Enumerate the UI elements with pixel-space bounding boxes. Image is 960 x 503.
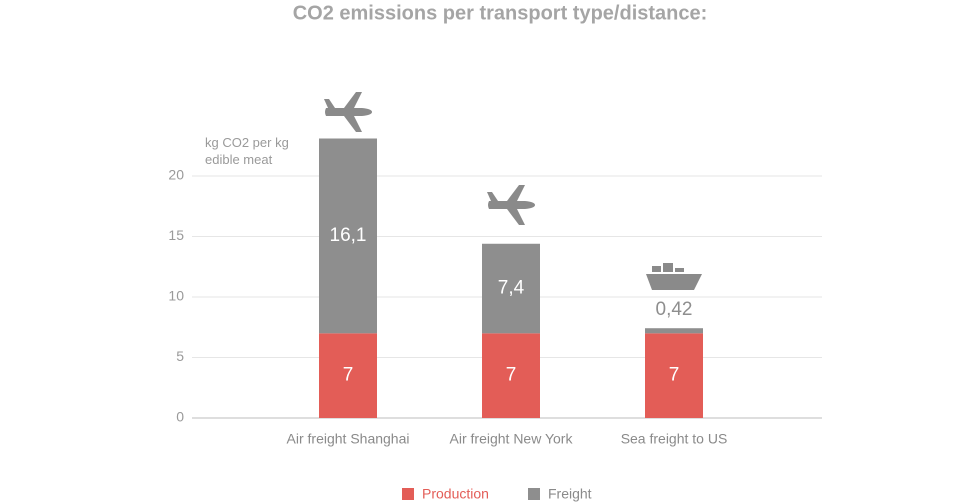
bar-segment <box>645 328 703 334</box>
legend-swatch <box>528 488 540 500</box>
chart-title: CO2 emissions per transport type/distanc… <box>293 2 708 24</box>
y-tick-label: 20 <box>168 167 184 183</box>
bar-segment <box>645 333 703 418</box>
bar-segment <box>319 138 377 334</box>
bar-segment <box>319 333 377 418</box>
data-label: 0,42 <box>656 299 693 320</box>
data-label: 16,1 <box>330 225 367 246</box>
bar-segment <box>482 333 540 418</box>
legend-label: Freight <box>548 486 592 502</box>
icons <box>324 92 702 290</box>
y-tick-label: 0 <box>176 409 184 425</box>
ship-icon <box>646 263 702 290</box>
data-label: 7 <box>343 365 354 386</box>
data-label: 7,4 <box>498 278 525 299</box>
y-tick-label: 15 <box>168 227 184 243</box>
x-tick-label: Air freight Shanghai <box>287 431 410 447</box>
bar-segment <box>482 243 540 334</box>
legend-label: Production <box>422 486 489 502</box>
x-tick-label: Air freight New York <box>450 431 574 447</box>
plane-icon <box>487 185 535 225</box>
legend-swatch <box>402 488 414 500</box>
data-label: 7 <box>669 365 680 386</box>
y-tick-label: 5 <box>176 348 184 364</box>
y-axis-label: kg CO2 per kg edible meat <box>205 135 289 167</box>
plane-icon <box>324 92 372 132</box>
data-label: 7 <box>506 365 517 386</box>
x-tick-label: Sea freight to US <box>621 431 728 447</box>
y-tick-label: 10 <box>168 288 184 304</box>
